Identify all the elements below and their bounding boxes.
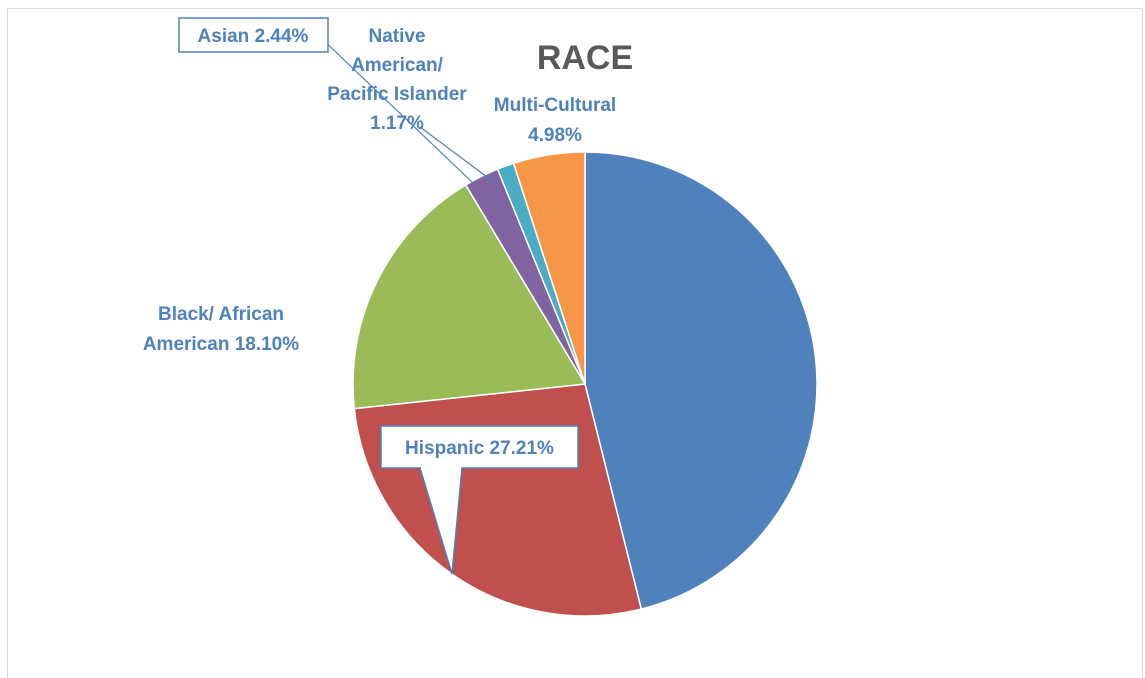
label-hispanic: Hispanic 27.21% <box>405 438 554 459</box>
pie-slices <box>352 151 818 617</box>
pie-slice-white <box>584 151 818 610</box>
label-box-asian <box>178 17 329 53</box>
label-black-african-american: Black/ African American 18.10% <box>143 304 299 355</box>
pie-labels: Hispanic 27.21% Black/ African American 18… <box>143 17 616 575</box>
leader-line-asian <box>317 34 474 184</box>
leader-line-native-american <box>419 126 496 184</box>
label-native-american-pacific-islander-line: Native <box>368 26 425 47</box>
label-asian: Asian 2.44% <box>198 26 309 47</box>
pie-slice-multi-cultural <box>512 151 586 385</box>
label-asian-line: Asian 2.44% <box>198 26 309 47</box>
label-pointer-hispanic <box>419 467 463 575</box>
pie-slice-black-african-american <box>352 183 587 410</box>
label-native-american-pacific-islander: Native American/Pacific Islander 1.17% <box>327 26 467 134</box>
label-native-american-pacific-islander-line: 1.17% <box>370 113 424 134</box>
chart-frame <box>7 8 1143 678</box>
label-black-african-american-line: American 18.10% <box>143 334 299 355</box>
label-multi-cultural-line: Multi-Cultural <box>494 95 616 116</box>
chart-title: RACE <box>537 39 633 77</box>
label-native-american-pacific-islander-line: Pacific Islander <box>327 84 467 105</box>
label-box-hispanic <box>380 425 579 469</box>
label-hispanic-line: Hispanic 27.21% <box>405 438 554 459</box>
label-pointer-join <box>421 466 461 470</box>
label-native-american-pacific-islander-line: American/ <box>351 55 444 76</box>
label-black-african-american-line: Black/ African <box>158 304 284 325</box>
label-multi-cultural-line: 4.98% <box>528 125 582 146</box>
label-multi-cultural: Multi-Cultural 4.98% <box>494 95 616 146</box>
